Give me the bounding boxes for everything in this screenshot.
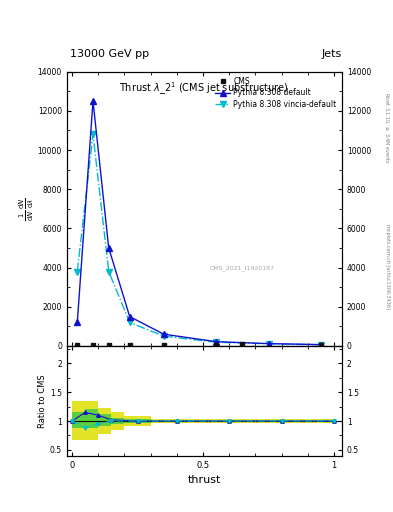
Pythia 8.308 default (266, 340, 271, 347)
Text: Rivet 3.1.10, $\geq$ 3.4M events: Rivet 3.1.10, $\geq$ 3.4M events (383, 92, 390, 164)
Pythia 8.308 vincia-default (107, 268, 111, 274)
Pythia 8.308 vincia-default (91, 131, 95, 137)
Text: CMS_2021_I1920187: CMS_2021_I1920187 (210, 265, 275, 271)
CMS (240, 341, 245, 347)
Line: Pythia 8.308 default: Pythia 8.308 default (75, 98, 324, 347)
Text: mcplots.cern.ch [arXiv:1306.3436]: mcplots.cern.ch [arXiv:1306.3436] (385, 224, 390, 309)
Pythia 8.308 vincia-default (214, 339, 219, 345)
Text: Jets: Jets (321, 49, 342, 59)
Line: Pythia 8.308 vincia-default: Pythia 8.308 vincia-default (75, 132, 324, 348)
Pythia 8.308 vincia-default (75, 268, 80, 274)
Y-axis label: Ratio to CMS: Ratio to CMS (38, 374, 47, 428)
Pythia 8.308 vincia-default (319, 342, 323, 348)
Pythia 8.308 vincia-default (162, 333, 166, 339)
Y-axis label: $\frac{1}{\mathrm{d}N}\,\frac{\mathrm{d}N}{\mathrm{d}\lambda}$: $\frac{1}{\mathrm{d}N}\,\frac{\mathrm{d}… (18, 197, 36, 221)
Legend: CMS, Pythia 8.308 default, Pythia 8.308 vincia-default: CMS, Pythia 8.308 default, Pythia 8.308 … (213, 75, 338, 110)
Pythia 8.308 default (75, 319, 80, 326)
CMS (319, 342, 323, 348)
Pythia 8.308 default (214, 338, 219, 345)
X-axis label: thrust: thrust (188, 475, 221, 485)
Pythia 8.308 default (107, 245, 111, 251)
Pythia 8.308 default (319, 342, 323, 348)
Pythia 8.308 default (162, 331, 166, 337)
CMS (127, 343, 132, 349)
Text: 13000 GeV pp: 13000 GeV pp (70, 49, 150, 59)
CMS (75, 343, 80, 349)
Pythia 8.308 vincia-default (266, 341, 271, 347)
CMS (91, 343, 95, 349)
Line: CMS: CMS (75, 342, 323, 348)
Pythia 8.308 default (127, 313, 132, 319)
Text: Thrust $\lambda\_2^1$ (CMS jet substructure): Thrust $\lambda\_2^1$ (CMS jet substruct… (119, 80, 289, 97)
Pythia 8.308 vincia-default (127, 319, 132, 326)
CMS (107, 343, 111, 349)
CMS (214, 343, 219, 349)
CMS (162, 343, 166, 349)
Pythia 8.308 default (91, 98, 95, 104)
